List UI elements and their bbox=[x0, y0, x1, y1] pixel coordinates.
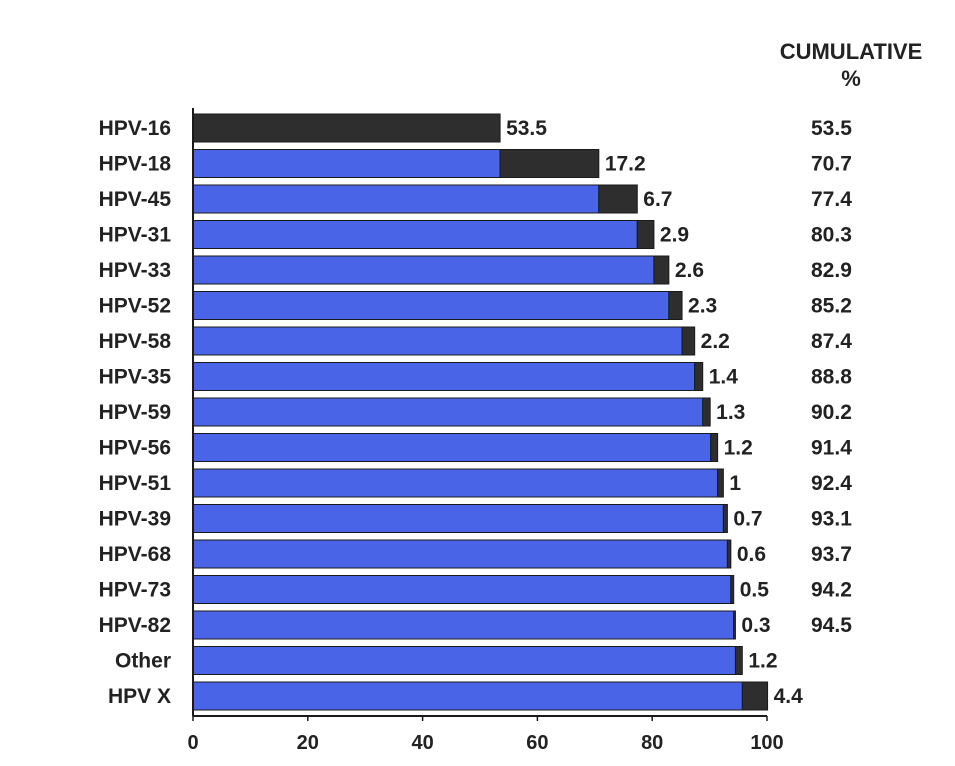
category-label: HPV-33 bbox=[99, 259, 171, 282]
bar-increment-segment bbox=[500, 150, 599, 178]
cumulative-value: 77.4 bbox=[811, 188, 852, 211]
bar-value-label: 0.3 bbox=[741, 614, 770, 637]
bar-base-segment bbox=[193, 363, 695, 391]
bar-increment-segment bbox=[682, 327, 695, 355]
x-tick-label: 80 bbox=[641, 732, 663, 754]
bar-base-segment bbox=[193, 434, 711, 462]
cumulative-value: 80.3 bbox=[811, 224, 852, 247]
cumulative-header-unit: % bbox=[841, 66, 861, 91]
cumulative-value: 88.8 bbox=[811, 366, 852, 389]
bar-base-segment bbox=[193, 540, 727, 568]
bar-base-segment bbox=[193, 576, 731, 604]
category-label: HPV-39 bbox=[99, 508, 171, 531]
bar-increment-segment bbox=[703, 398, 710, 426]
x-tick-label: 40 bbox=[411, 732, 433, 754]
cumulative-value: 94.5 bbox=[811, 614, 852, 637]
category-label: HPV-56 bbox=[99, 437, 171, 460]
cumulative-value: 82.9 bbox=[811, 259, 852, 282]
bar-increment-segment bbox=[193, 114, 500, 142]
category-label: HPV-51 bbox=[99, 472, 172, 495]
x-tick-label: 60 bbox=[526, 732, 548, 754]
bars: HPV-16 53.5 53.5 HPV-18 17.2 70.7 HPV-45 6.7 77.… bbox=[99, 114, 853, 710]
bar-value-label: 0.7 bbox=[733, 508, 762, 531]
cumulative-value: 85.2 bbox=[811, 295, 852, 318]
bar-base-segment bbox=[193, 327, 682, 355]
category-label: HPV-31 bbox=[99, 224, 172, 247]
bar-value-label: 1.4 bbox=[709, 366, 739, 389]
bar-value-label: 2.3 bbox=[688, 295, 717, 318]
bar-value-label: 1.2 bbox=[748, 650, 777, 673]
cumulative-value: 70.7 bbox=[811, 153, 852, 176]
bar-increment-segment bbox=[734, 611, 736, 639]
bar-base-segment bbox=[193, 398, 703, 426]
bar-increment-segment bbox=[599, 185, 637, 213]
bar-base-segment bbox=[193, 611, 734, 639]
bar-value-label: 0.6 bbox=[737, 543, 766, 566]
bar-value-label: 4.4 bbox=[774, 685, 804, 708]
bar-base-segment bbox=[193, 150, 500, 178]
bar-base-segment bbox=[193, 505, 723, 533]
category-label: HPV-68 bbox=[99, 543, 172, 566]
category-label: HPV X bbox=[108, 685, 171, 708]
bar-base-segment bbox=[193, 682, 742, 710]
cumulative-value: 87.4 bbox=[811, 330, 852, 353]
bar-increment-segment bbox=[669, 292, 682, 320]
cumulative-value: 90.2 bbox=[811, 401, 852, 424]
bar-value-label: 2.2 bbox=[701, 330, 730, 353]
bar-increment-segment bbox=[742, 682, 767, 710]
category-label: HPV-82 bbox=[99, 614, 171, 637]
x-tick-label: 100 bbox=[750, 732, 783, 754]
category-label: HPV-45 bbox=[99, 188, 172, 211]
bar-increment-segment bbox=[711, 434, 718, 462]
cumulative-header: CUMULATIVE % bbox=[780, 39, 923, 91]
bar-increment-segment bbox=[727, 540, 730, 568]
cumulative-value: 93.7 bbox=[811, 543, 852, 566]
category-label: HPV-73 bbox=[99, 579, 171, 602]
cumulative-value: 53.5 bbox=[811, 117, 852, 140]
bar-base-segment bbox=[193, 292, 669, 320]
bar-value-label: 2.9 bbox=[660, 224, 689, 247]
bar-value-label: 6.7 bbox=[643, 188, 672, 211]
bar-value-label: 0.5 bbox=[740, 579, 770, 602]
bar-value-label: 2.6 bbox=[675, 259, 704, 282]
x-tick-label: 20 bbox=[297, 732, 319, 754]
category-label: Other bbox=[115, 650, 171, 673]
bar-value-label: 17.2 bbox=[605, 153, 646, 176]
bar-increment-segment bbox=[637, 221, 654, 249]
bar-increment-segment bbox=[735, 647, 742, 675]
bar-value-label: 1.3 bbox=[716, 401, 745, 424]
cumulative-value: 94.2 bbox=[811, 579, 852, 602]
category-label: HPV-52 bbox=[99, 295, 171, 318]
category-label: HPV-16 bbox=[99, 117, 171, 140]
category-label: HPV-18 bbox=[99, 153, 172, 176]
bar-increment-segment bbox=[654, 256, 669, 284]
bar-base-segment bbox=[193, 256, 654, 284]
bar-base-segment bbox=[193, 185, 599, 213]
bar-value-label: 1.2 bbox=[724, 437, 753, 460]
bar-increment-segment bbox=[718, 469, 724, 497]
x-tick-label: 0 bbox=[187, 732, 198, 754]
cumulative-value: 93.1 bbox=[811, 508, 852, 531]
category-label: HPV-58 bbox=[99, 330, 172, 353]
bar-increment-segment bbox=[695, 363, 703, 391]
cumulative-value: 91.4 bbox=[811, 437, 852, 460]
bar-increment-segment bbox=[731, 576, 734, 604]
bar-increment-segment bbox=[723, 505, 727, 533]
bar-base-segment bbox=[193, 469, 718, 497]
cumulative-value: 92.4 bbox=[811, 472, 852, 495]
bar-value-label: 53.5 bbox=[506, 117, 547, 140]
cumulative-header-title: CUMULATIVE bbox=[780, 39, 923, 64]
bar-base-segment bbox=[193, 221, 637, 249]
category-label: HPV-59 bbox=[99, 401, 171, 424]
bar-value-label: 1 bbox=[729, 472, 741, 495]
category-label: HPV-35 bbox=[99, 366, 172, 389]
bar-base-segment bbox=[193, 647, 735, 675]
